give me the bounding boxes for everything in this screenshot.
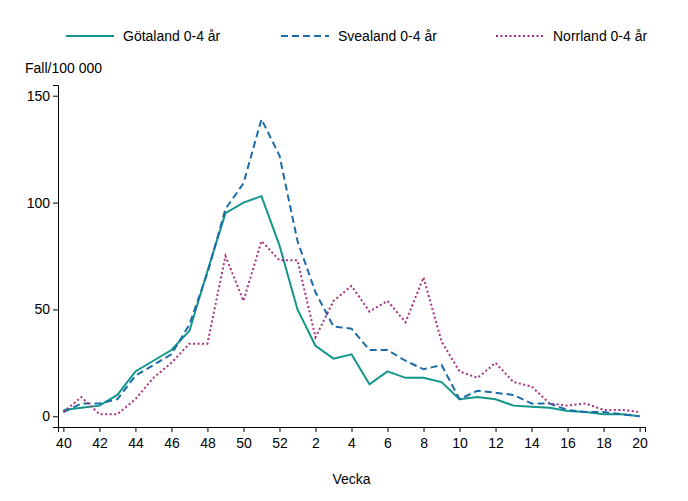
x-tick-mark xyxy=(388,427,389,432)
x-tick-mark xyxy=(604,427,605,432)
x-tick: 6 xyxy=(384,427,392,451)
x-tick: 16 xyxy=(560,427,576,451)
x-tick-label: 8 xyxy=(420,435,428,451)
x-tick-label: 40 xyxy=(56,435,72,451)
x-tick: 2 xyxy=(312,427,320,451)
y-tick-label: 100 xyxy=(27,195,51,211)
x-tick-label: 16 xyxy=(560,435,576,451)
x-axis-title: Vecka xyxy=(332,471,370,487)
y-tick-label: 150 xyxy=(27,88,51,104)
x-tick: 46 xyxy=(164,427,180,451)
y-tick-mark xyxy=(53,416,58,417)
x-tick-mark xyxy=(63,427,64,432)
x-tick: 44 xyxy=(128,427,144,451)
y-axis: 0 50 100 150 xyxy=(27,86,59,428)
plot: 404244464850522468101214161820050100150 xyxy=(27,86,648,451)
x-axis-line xyxy=(59,428,646,433)
x-tick-mark xyxy=(279,427,280,432)
x-tick-mark xyxy=(496,427,497,432)
y-tick-mark xyxy=(53,96,58,97)
x-tick-label: 50 xyxy=(236,435,252,451)
legend-entry: Svealand 0-4 år xyxy=(281,28,437,44)
x-tick-label: 4 xyxy=(348,435,356,451)
x-tick-label: 46 xyxy=(164,435,180,451)
legend-swatch xyxy=(66,35,114,37)
x-tick: 18 xyxy=(596,427,612,451)
y-tick: 50 xyxy=(34,301,58,317)
x-tick: 12 xyxy=(488,427,504,451)
x-tick: 52 xyxy=(272,427,288,451)
x-tick-label: 52 xyxy=(272,435,288,451)
x-tick-label: 14 xyxy=(524,435,540,451)
x-tick: 20 xyxy=(632,427,648,451)
x-tick-label: 2 xyxy=(312,435,320,451)
x-tick-label: 48 xyxy=(200,435,216,451)
x-tick: 42 xyxy=(92,427,108,451)
legend-label: Norrland 0-4 år xyxy=(553,28,647,44)
legend-swatch xyxy=(281,35,329,37)
y-axis-line xyxy=(53,86,59,428)
x-tick-mark xyxy=(532,427,533,432)
legend-entry: Norrland 0-4 år xyxy=(496,28,647,44)
y-axis-title: Fall/100 000 xyxy=(25,60,102,76)
x-tick-label: 20 xyxy=(632,435,648,451)
x-tick-mark xyxy=(352,427,353,432)
x-tick-mark xyxy=(315,427,316,432)
y-tick-label: 0 xyxy=(42,408,50,424)
x-tick-mark xyxy=(243,427,244,432)
x-tick-label: 12 xyxy=(488,435,504,451)
series-line xyxy=(63,196,639,416)
legend: Götaland 0-4 år Svealand 0-4 år Norrland 0… xyxy=(66,28,647,44)
x-tick-mark xyxy=(171,427,172,432)
x-axis: 404244464850522468101214161820 xyxy=(56,427,648,451)
x-tick: 50 xyxy=(236,427,252,451)
x-tick: 14 xyxy=(524,427,540,451)
chart: 404244464850522468101214161820050100150F… xyxy=(0,0,688,501)
x-tick: 10 xyxy=(452,427,468,451)
legend-entry: Götaland 0-4 år xyxy=(66,28,221,44)
legend-swatch xyxy=(496,35,544,37)
x-tick-mark xyxy=(424,427,425,432)
x-tick: 8 xyxy=(420,427,428,451)
x-tick: 40 xyxy=(56,427,72,451)
x-tick: 4 xyxy=(348,427,356,451)
x-tick-mark xyxy=(460,427,461,432)
series-line xyxy=(63,241,639,414)
x-tick-mark xyxy=(99,427,100,432)
y-tick-mark xyxy=(53,203,58,204)
y-tick-label: 50 xyxy=(34,301,50,317)
y-tick: 100 xyxy=(27,195,58,211)
x-tick-mark xyxy=(568,427,569,432)
legend-label: Götaland 0-4 år xyxy=(123,28,221,44)
x-tick-mark xyxy=(207,427,208,432)
x-tick-mark xyxy=(640,427,641,432)
legend-label: Svealand 0-4 år xyxy=(338,28,437,44)
y-tick: 0 xyxy=(42,408,58,424)
lines xyxy=(63,119,639,416)
y-tick-mark xyxy=(53,309,58,310)
x-tick-label: 18 xyxy=(596,435,612,451)
x-tick-label: 6 xyxy=(384,435,392,451)
x-tick: 48 xyxy=(200,427,216,451)
x-tick-mark xyxy=(135,427,136,432)
x-tick-label: 44 xyxy=(128,435,144,451)
y-tick: 150 xyxy=(27,88,58,104)
series-line xyxy=(63,119,639,416)
x-tick-label: 10 xyxy=(452,435,468,451)
x-tick-label: 42 xyxy=(92,435,108,451)
